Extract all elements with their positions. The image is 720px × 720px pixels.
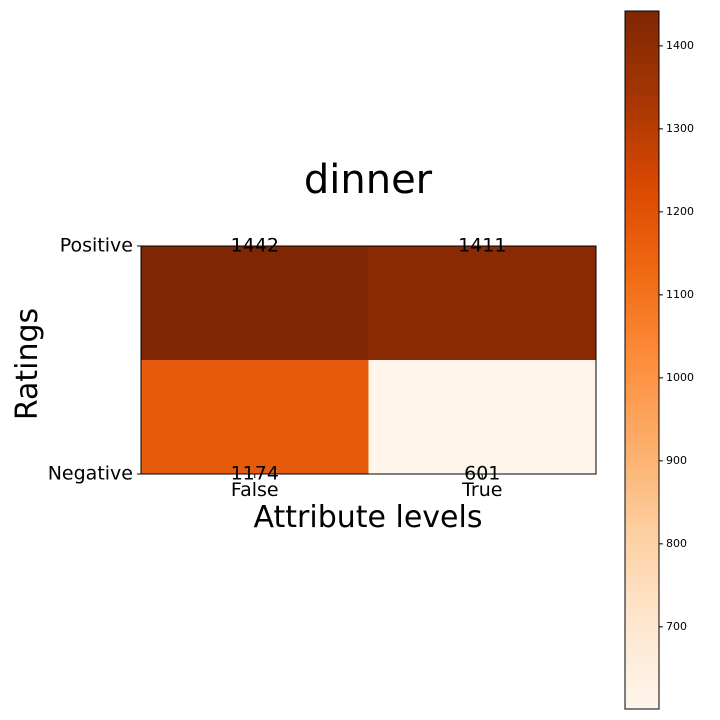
colorbar-tick-label: 700: [666, 620, 687, 633]
colorbar-tick-label: 1200: [666, 205, 694, 218]
colorbar: 700 800 900 1000 1100 1200 1300 1400: [624, 10, 694, 710]
heatmap-cell: [368, 246, 597, 361]
cell-value-label: 601: [464, 463, 500, 485]
cell-value-labels: 1442 1411 1174 601: [231, 235, 507, 485]
cell-value-label: 1411: [458, 235, 506, 257]
colorbar-tick-label: 1300: [666, 122, 694, 135]
x-axis-label: Attribute levels: [254, 500, 483, 535]
colorbar-gradient: [624, 10, 660, 710]
colorbar-tick-label: 1100: [666, 288, 694, 301]
y-axis-label: Ratings: [10, 308, 45, 420]
cell-value-label: 1174: [231, 463, 279, 485]
plot-frame: [140, 245, 597, 475]
colorbar-tick-label: 1400: [666, 39, 694, 52]
heatmap-cell: [368, 360, 597, 475]
heatmap-cell: [141, 246, 369, 361]
x-tick-label: False: [231, 479, 279, 501]
x-tick-label: True: [461, 479, 502, 501]
y-tick-label: Positive: [60, 235, 133, 257]
heatmap-cell: [141, 360, 369, 475]
colorbar-tick-label: 800: [666, 537, 687, 550]
heatmap-cells: [141, 246, 597, 475]
colorbar-tick-label: 1000: [666, 371, 694, 384]
axis-ticks: False True Positive Negative: [48, 235, 503, 502]
cell-value-label: 1442: [231, 235, 279, 257]
chart-title: dinner: [304, 157, 433, 203]
y-tick-label: Negative: [48, 463, 133, 485]
colorbar-tick-label: 900: [666, 454, 687, 467]
